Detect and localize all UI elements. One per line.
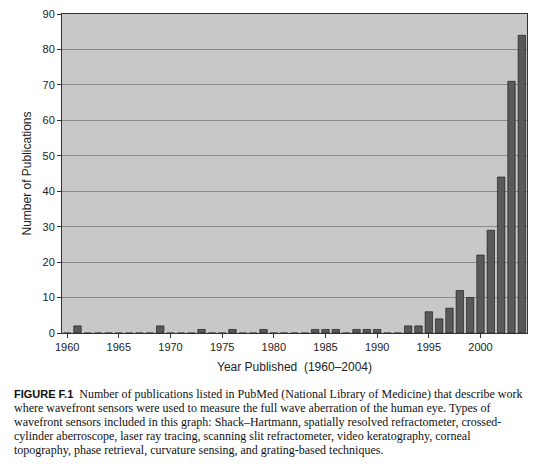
svg-text:Year Published (1960–2004): Year Published (1960–2004) — [217, 360, 372, 374]
svg-text:10: 10 — [43, 291, 55, 303]
svg-text:Number of Publications: Number of Publications — [20, 111, 34, 235]
svg-text:30: 30 — [43, 221, 55, 233]
svg-text:1990: 1990 — [365, 341, 389, 353]
svg-text:1985: 1985 — [313, 341, 337, 353]
svg-text:1980: 1980 — [262, 341, 286, 353]
svg-text:60: 60 — [43, 114, 55, 126]
svg-text:1995: 1995 — [417, 341, 441, 353]
svg-text:1970: 1970 — [158, 341, 182, 353]
svg-text:90: 90 — [43, 8, 55, 20]
svg-text:1975: 1975 — [210, 341, 234, 353]
svg-text:1960: 1960 — [55, 341, 79, 353]
svg-text:20: 20 — [43, 256, 55, 268]
svg-text:2000: 2000 — [468, 341, 492, 353]
svg-text:50: 50 — [43, 150, 55, 162]
html-text:Number of publications listed: Number of publications listed in PubMed … — [14, 387, 523, 457]
svg-text:70: 70 — [43, 79, 55, 91]
svg-text:80: 80 — [43, 43, 55, 55]
svg-text:0: 0 — [49, 327, 55, 339]
svg-text:1965: 1965 — [107, 341, 131, 353]
html-text:FIGURE F.1: FIGURE F.1 — [14, 388, 74, 400]
svg-text:40: 40 — [43, 185, 55, 197]
